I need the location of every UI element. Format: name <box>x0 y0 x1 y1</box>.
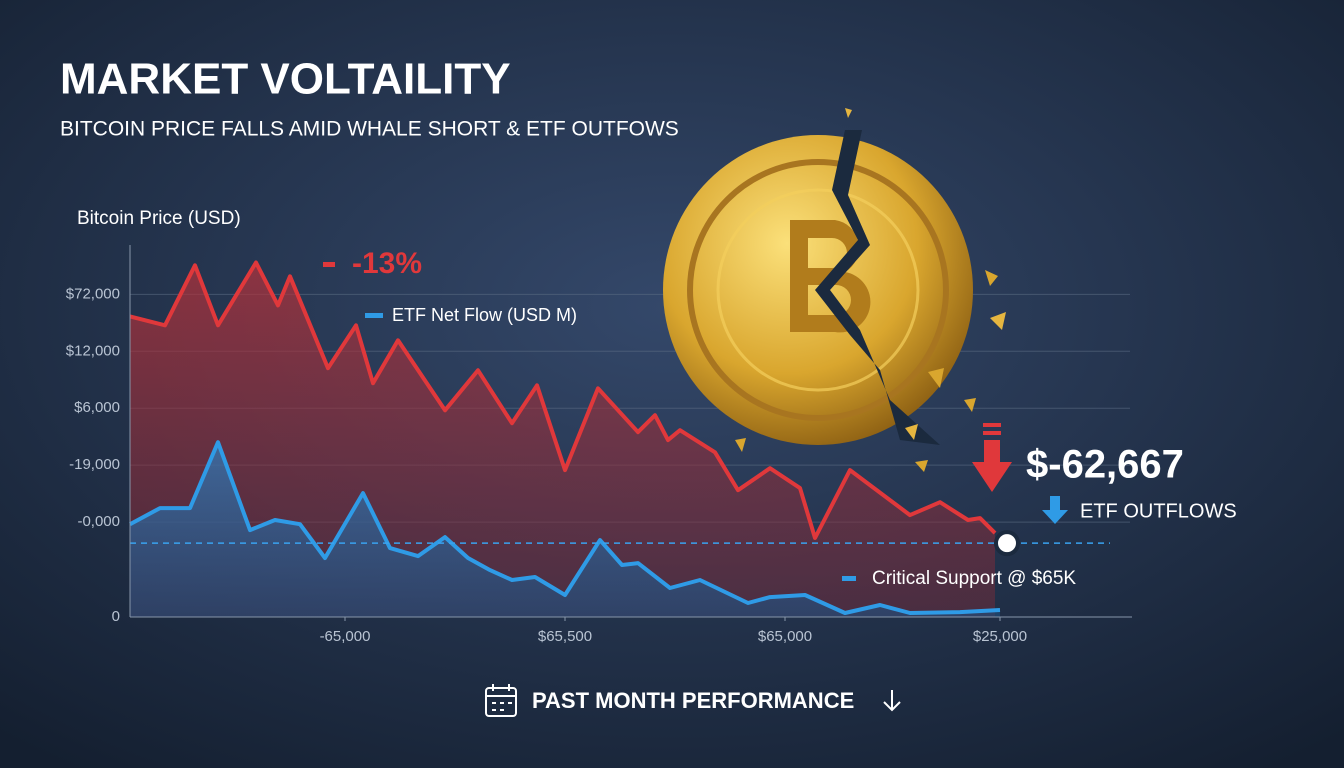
end-marker <box>994 530 1020 557</box>
change-label: -13% <box>352 247 422 280</box>
y-tick-label: -19,000 <box>69 456 120 473</box>
y-tick-label: 0 <box>112 608 120 625</box>
outflow-arrow <box>1042 496 1068 524</box>
down-arrow <box>972 423 1012 492</box>
x-tick-label: $65,000 <box>758 628 812 645</box>
y-tick-label: $6,000 <box>74 399 120 416</box>
x-tick-label: $25,000 <box>973 628 1027 645</box>
plot-area <box>129 260 1130 621</box>
footer: PAST MONTH PERFORMANCE <box>532 688 854 713</box>
title: MARKET VOLTAILITY <box>60 55 511 104</box>
series-line <box>129 260 997 540</box>
y-tick-label: $12,000 <box>66 342 120 359</box>
y-tick-label: -0,000 <box>77 513 120 530</box>
series-line <box>129 440 1001 615</box>
x-tick-label: $65,500 <box>538 628 592 645</box>
support-label: Critical Support @ $65K <box>872 568 1076 589</box>
price-label: $-62,667 <box>1026 443 1184 487</box>
x-tick-label: -65,000 <box>320 628 371 645</box>
change-marker <box>323 262 335 267</box>
legend-swatch <box>365 313 383 318</box>
broken-coin <box>663 108 1006 472</box>
calendar-icon <box>485 684 517 717</box>
y-tick-label: $72,000 <box>66 285 120 302</box>
series-area <box>130 442 1000 617</box>
subtitle: BITCOIN PRICE FALLS AMID WHALE SHORT & E… <box>60 118 679 141</box>
legend-label: ETF Net Flow (USD M) <box>392 305 577 325</box>
support-marker <box>842 576 856 581</box>
outflow-label: ETF OUTFLOWS <box>1080 500 1237 522</box>
y-axis-label: Bitcoin Price (USD) <box>77 208 241 229</box>
footer-arrow <box>883 690 901 712</box>
